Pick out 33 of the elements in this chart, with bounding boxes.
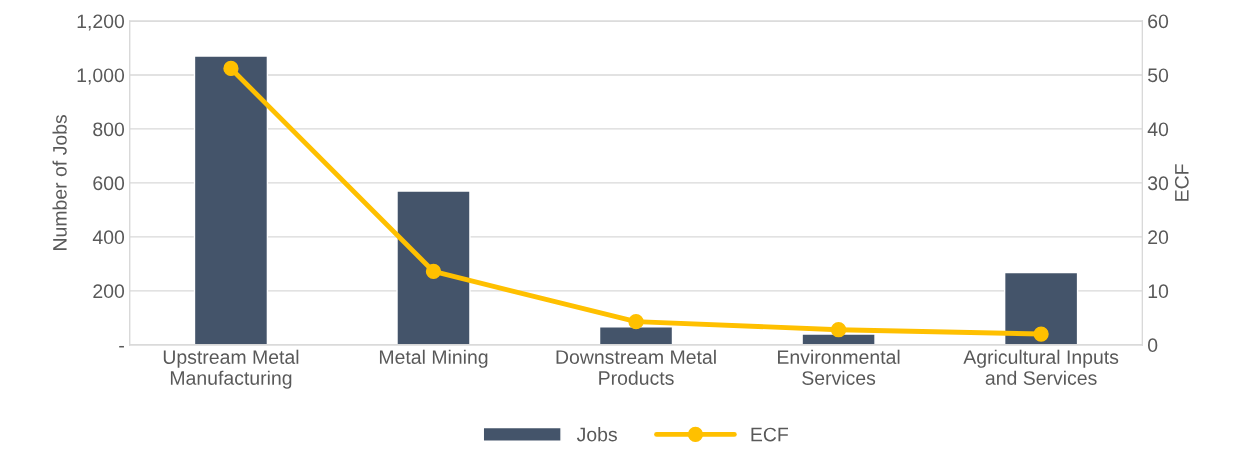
x-tick-label: Metal Mining (379, 349, 488, 368)
y-tick-label: 200 (93, 284, 125, 299)
y2-tick-label: 50 (1148, 68, 1169, 83)
y2-tick-label: 0 (1148, 338, 1158, 353)
y-tick-label: 1,000 (77, 68, 125, 85)
y-axis-title: Number of Jobs (52, 114, 67, 250)
y-tick-label: 1,200 (77, 14, 125, 31)
x-tick-label: Upstream Metal Manufacturing (163, 349, 299, 389)
y2-axis-title: ECF (1174, 164, 1189, 201)
bar (1003, 271, 1079, 345)
x-tick-label: Environmental Services (778, 349, 900, 385)
legend-label: Jobs (576, 427, 617, 442)
y2-tick-label: 10 (1148, 284, 1169, 299)
y-tick-label: - (119, 345, 124, 348)
point (425, 263, 442, 280)
y2-tick-label: 20 (1148, 230, 1169, 245)
x-tick-label: Agricultural Inputs and Services (963, 349, 1119, 385)
y2-tick-label: 30 (1147, 176, 1169, 191)
bar (396, 190, 471, 345)
y2-tick-label: 40 (1147, 122, 1169, 137)
bar (598, 326, 674, 345)
y-tick-label: 400 (92, 230, 125, 245)
x-tick-label: Downstream Metal Products (556, 349, 716, 385)
point (1033, 326, 1049, 342)
y2-tick-label: 60 (1148, 14, 1169, 29)
legend-label: ECF (751, 427, 788, 442)
y-tick-label: 600 (93, 176, 125, 191)
bar (801, 333, 876, 345)
point (628, 313, 644, 330)
point (223, 60, 239, 77)
bar (193, 55, 269, 345)
y-tick-label: 800 (93, 122, 125, 137)
point (830, 322, 847, 338)
